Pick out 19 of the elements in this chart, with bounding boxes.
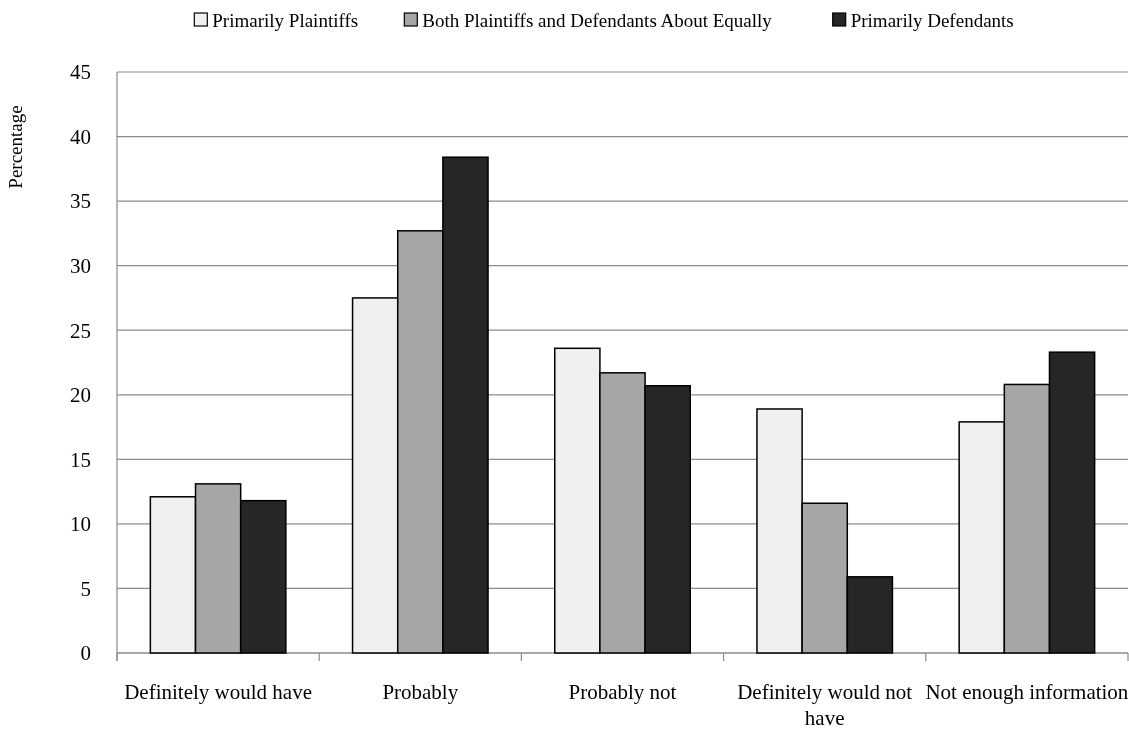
y-tick-label: 0 [80,641,91,666]
y-tick-label: 10 [70,512,91,537]
legend-label: Primarily Plaintiffs [212,9,359,31]
y-tick-label: 30 [70,254,91,279]
x-tick-label: Probably not [568,680,677,704]
legend-label: Both Plaintiffs and Defendants About Equally [422,9,773,31]
x-tick-label: Not enough information [925,680,1129,704]
x-tick-label: Definitely would not have [737,680,913,730]
y-tick-label: 20 [70,383,91,408]
y-tick-label: 15 [70,447,91,472]
x-tick-label: Definitely would have [124,680,312,704]
y-tick-label: 45 [70,60,91,85]
y-tick-label: 5 [80,576,91,601]
x-tick-label: Probably [382,680,459,704]
y-axis-title: Percentage [5,105,26,189]
y-tick-label: 40 [70,124,91,149]
y-tick-label: 35 [70,189,91,214]
y-tick-label: 25 [70,318,91,343]
legend-label: Primarily Defendants [850,9,1014,31]
